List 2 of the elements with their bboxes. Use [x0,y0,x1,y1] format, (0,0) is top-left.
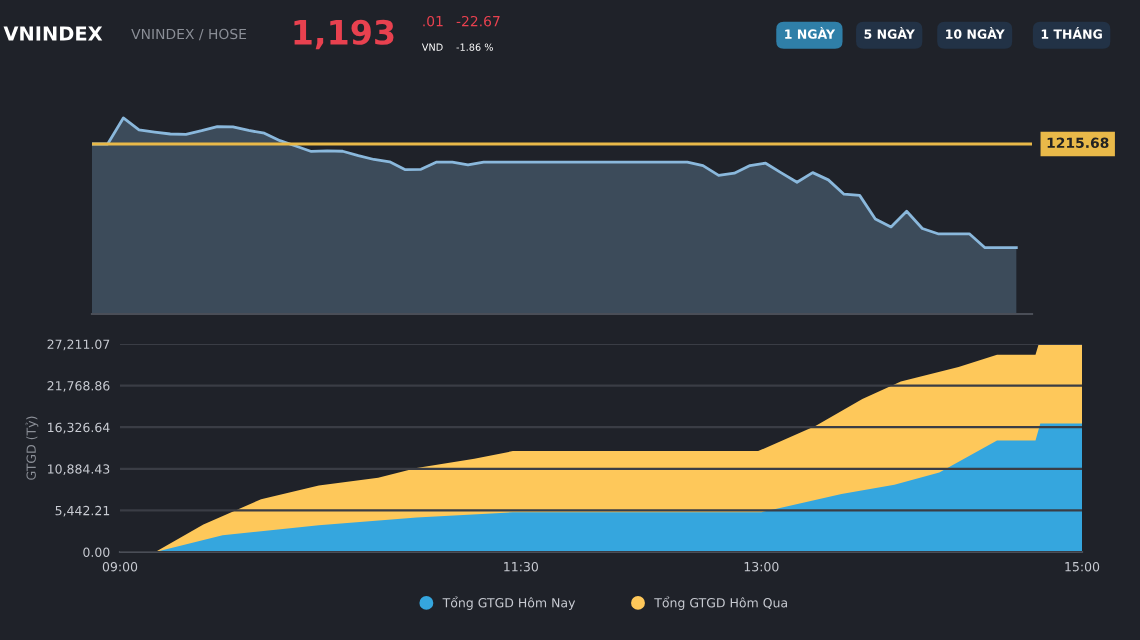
text: 1,193 [294,19,394,50]
chart-title: VNINDEX [3,26,103,41]
